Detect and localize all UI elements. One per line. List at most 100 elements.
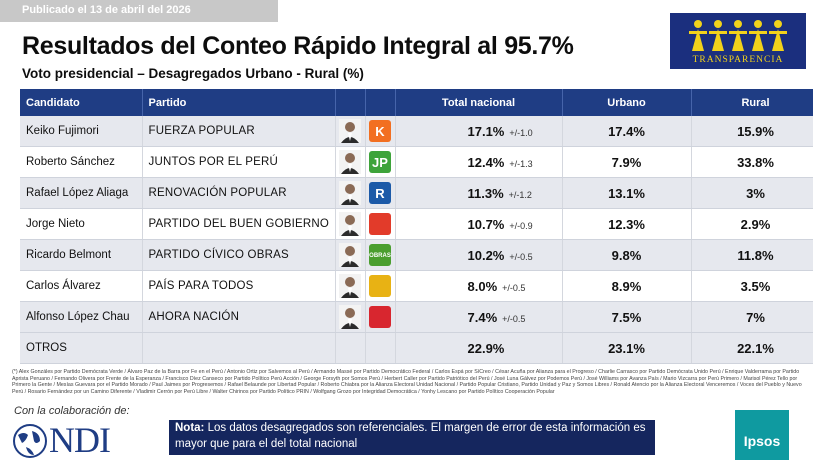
published-date: Publicado el 13 de abril del 2026	[22, 4, 191, 16]
candidate-photo-cell	[335, 239, 366, 271]
rural-value: 3%	[691, 177, 813, 209]
candidate-name: Roberto Sánchez	[20, 146, 143, 178]
transparencia-figures-icon	[689, 20, 787, 51]
total-nacional-cell: 7.4% +/-0.5	[395, 301, 563, 333]
party-name: PAÍS PARA TODOS	[142, 270, 336, 302]
otros-rural: 22.1%	[691, 332, 813, 364]
header-logo	[365, 89, 396, 116]
candidate-photo-icon	[339, 119, 361, 143]
candidate-name: Keiko Fujimori	[20, 116, 143, 147]
candidate-photo-cell	[335, 146, 366, 178]
candidate-photo-cell	[335, 301, 366, 333]
total-value: 17.1%	[467, 123, 505, 139]
candidate-photo-icon	[339, 243, 361, 267]
margin-of-error: +/-1.2	[508, 189, 532, 200]
rural-value: 7%	[691, 301, 813, 333]
party-logo-icon: K	[368, 119, 392, 143]
table-row: Carlos Álvarez PAÍS PARA TODOS 8.0% +/-0.5 8…	[20, 270, 813, 302]
party-logo-cell: JP	[365, 146, 396, 178]
note-label: Nota:	[175, 422, 205, 434]
party-name: RENOVACIÓN POPULAR	[142, 177, 336, 209]
note-box: Nota: Los datos desagregados son referen…	[169, 420, 655, 455]
urbano-value: 9.8%	[562, 239, 692, 271]
urbano-value: 7.5%	[562, 301, 692, 333]
globe-icon	[13, 424, 47, 458]
candidate-name: Rafael López Aliaga	[20, 177, 143, 209]
urbano-value: 12.3%	[562, 208, 692, 240]
candidate-photo-icon	[339, 181, 361, 205]
margin-of-error: +/-0.5	[509, 251, 533, 262]
candidate-name: Carlos Álvarez	[20, 270, 143, 302]
table-row: Keiko Fujimori FUERZA POPULAR K 17.1% +/-1.0…	[20, 116, 813, 147]
urbano-value: 7.9%	[562, 146, 692, 178]
party-logo-icon: OBRAS	[368, 243, 392, 267]
header-rural: Rural	[691, 89, 813, 116]
svg-text:OBRAS: OBRAS	[369, 253, 391, 259]
transparencia-logo: TRANSPARENCIA	[670, 13, 806, 69]
candidate-name: Ricardo Belmont	[20, 239, 143, 271]
party-name: PARTIDO DEL BUEN GOBIERNO	[142, 208, 336, 240]
urbano-value: 13.1%	[562, 177, 692, 209]
note-text: Los datos desagregados son referenciales…	[175, 422, 646, 450]
rural-value: 3.5%	[691, 270, 813, 302]
svg-text:JP: JP	[372, 155, 388, 170]
candidate-photo-icon	[339, 305, 361, 329]
total-nacional-cell: 12.4% +/-1.3	[395, 146, 563, 178]
header-candidato: Candidato	[20, 89, 143, 116]
margin-of-error: +/-0.9	[509, 220, 533, 231]
otros-total-cell: 22.9%	[395, 332, 563, 364]
table-row: Rafael López Aliaga RENOVACIÓN POPULAR R 11…	[20, 177, 813, 209]
collaboration-label: Con la colaboración de:	[14, 405, 130, 417]
margin-of-error: +/-1.3	[509, 158, 533, 169]
total-value: 11.3%	[467, 185, 504, 201]
header-partido: Partido	[142, 89, 336, 116]
total-value: 7.4%	[467, 309, 498, 325]
total-nacional-cell: 10.2% +/-0.5	[395, 239, 563, 271]
ndi-logo: NDI	[12, 420, 132, 461]
table-header-row: Candidato Partido Total nacional Urbano …	[20, 89, 813, 116]
otros-logo	[365, 332, 396, 364]
party-logo-icon	[368, 305, 392, 329]
party-logo-cell: K	[365, 116, 396, 147]
ipsos-logo: Ipsos	[735, 410, 789, 460]
party-logo-icon: JP	[368, 150, 392, 174]
transparencia-logo-text: TRANSPARENCIA	[692, 55, 784, 65]
otros-total: 22.9%	[467, 340, 505, 356]
total-value: 12.4%	[467, 154, 505, 170]
party-name: PARTIDO CÍVICO OBRAS	[142, 239, 336, 271]
otros-label: OTROS	[20, 332, 143, 364]
results-table: Candidato Partido Total nacional Urbano …	[20, 89, 813, 364]
total-nacional-cell: 17.1% +/-1.0	[395, 116, 563, 147]
otros-photo	[335, 332, 366, 364]
urbano-value: 17.4%	[562, 116, 692, 147]
party-name: JUNTOS POR EL PERÚ	[142, 146, 336, 178]
svg-text:R: R	[375, 186, 385, 201]
page-subtitle: Voto presidencial – Desagregados Urbano …	[22, 66, 364, 81]
total-nacional-cell: 8.0% +/-0.5	[395, 270, 563, 302]
party-logo-icon	[368, 274, 392, 298]
urbano-value: 8.9%	[562, 270, 692, 302]
otros-urbano: 23.1%	[562, 332, 692, 364]
ipsos-logo-text: Ipsos	[743, 433, 781, 449]
candidate-photo-icon	[339, 150, 361, 174]
rural-value: 2.9%	[691, 208, 813, 240]
rural-value: 33.8%	[691, 146, 813, 178]
candidate-name: Alfonso López Chau	[20, 301, 143, 333]
party-logo-cell: OBRAS	[365, 239, 396, 271]
party-name: FUERZA POPULAR	[142, 116, 336, 147]
candidate-name: Jorge Nieto	[20, 208, 143, 240]
svg-text:K: K	[375, 124, 385, 139]
party-logo-icon	[368, 212, 392, 236]
header-urbano: Urbano	[562, 89, 692, 116]
table-row: Alfonso López Chau AHORA NACIÓN 7.4% +/-0.5…	[20, 301, 813, 333]
party-logo-icon: R	[368, 181, 392, 205]
margin-of-error: +/-0.5	[502, 282, 526, 293]
rural-value: 11.8%	[691, 239, 813, 271]
party-name: AHORA NACIÓN	[142, 301, 336, 333]
rural-value: 15.9%	[691, 116, 813, 147]
party-logo-cell	[365, 208, 396, 240]
header-total: Total nacional	[395, 89, 563, 116]
party-logo-cell: R	[365, 177, 396, 209]
candidate-photo-cell	[335, 208, 366, 240]
candidate-photo-cell	[335, 177, 366, 209]
